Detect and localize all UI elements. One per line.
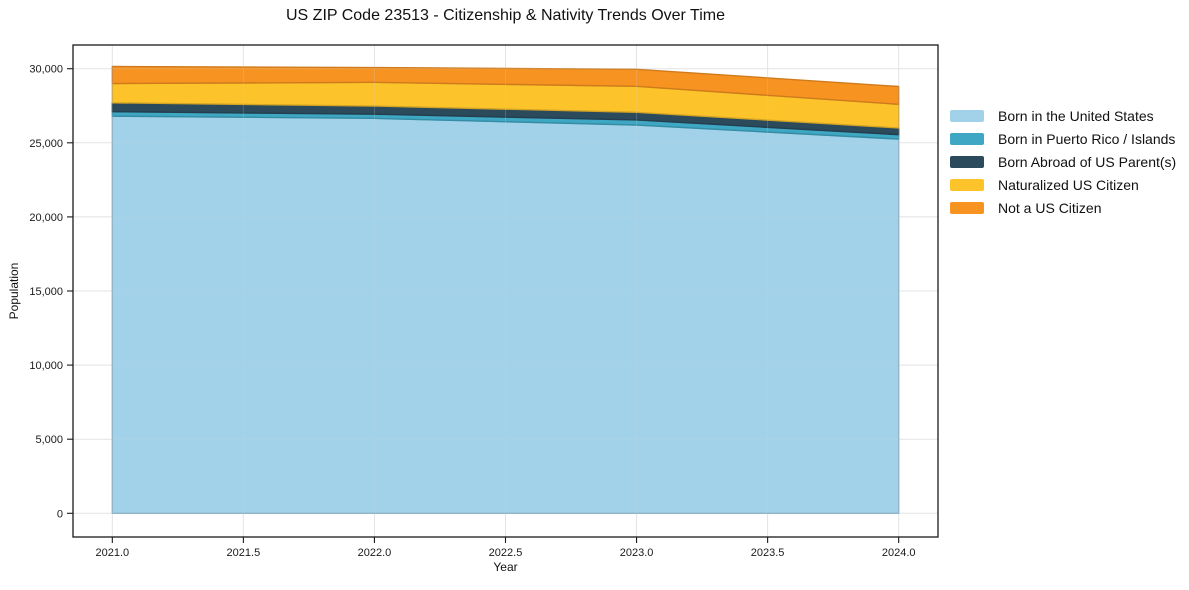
x-axis-label: Year [493, 560, 518, 574]
y-axis-label: Population [7, 262, 21, 320]
chart-title: US ZIP Code 23513 - Citizenship & Nativi… [286, 7, 725, 24]
legend-item-born-in-puerto-rico-islands: Born in Puerto Rico / Islands [950, 127, 1176, 150]
legend-item-born-abroad-of-us-parent-s: Born Abroad of US Parent(s) [950, 150, 1176, 173]
x-tick-label: 2023.0 [620, 547, 654, 559]
x-tick-label: 2024.0 [882, 547, 916, 559]
x-tick-label: 2023.5 [751, 547, 785, 559]
legend-swatch [950, 109, 984, 122]
y-tick-label: 20,000 [29, 212, 63, 224]
area-not-a-us-citizen [111, 65, 900, 105]
y-tick-label: 15,000 [29, 286, 63, 298]
legend-item-not-a-us-citizen: Not a US Citizen [950, 196, 1176, 219]
legend-item-born-in-the-united-states: Born in the United States [950, 104, 1176, 127]
stacked-areas [111, 65, 900, 514]
legend-label: Born Abroad of US Parent(s) [998, 153, 1177, 170]
grid-overlay-layer [73, 45, 938, 537]
y-tick-label: 10,000 [29, 360, 63, 372]
ticks-layer: 2021.0 2021.5 2022.0 2022.5 2023.0 2023.5 2024… [29, 64, 915, 559]
x-tick-label: 2021.0 [95, 547, 129, 559]
legend: Born in the United States Born in Puerto … [950, 104, 1176, 219]
y-tick-label: 5,000 [35, 434, 63, 446]
legend-label: Born in Puerto Rico / Islands [998, 130, 1176, 147]
x-tick-label: 2022.0 [358, 547, 392, 559]
legend-item-naturalized-us-citizen: Naturalized US Citizen [950, 173, 1176, 196]
legend-swatch [950, 178, 984, 191]
y-tick-label: 25,000 [29, 138, 63, 150]
y-tick-label: 30,000 [29, 64, 63, 76]
legend-swatch [950, 155, 984, 168]
legend-label: Born in the United States [998, 107, 1154, 124]
y-tick-label: 0 [57, 508, 63, 520]
legend-label: Not a US Citizen [998, 199, 1102, 216]
x-tick-label: 2022.5 [489, 547, 523, 559]
x-tick-label: 2021.5 [227, 547, 261, 559]
legend-swatch [950, 132, 984, 145]
legend-label: Naturalized US Citizen [998, 176, 1139, 193]
legend-swatch [950, 201, 984, 214]
